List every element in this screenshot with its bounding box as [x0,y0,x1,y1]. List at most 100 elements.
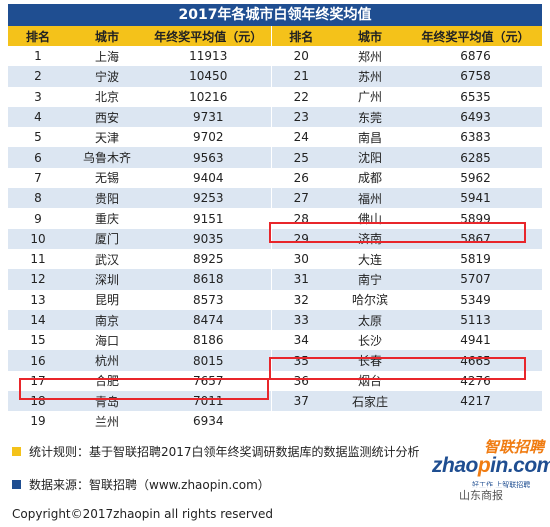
cell-right-rank: 36 [270,370,331,392]
cell-left-rank: 8 [8,188,68,209]
table-row: 18 青岛 7011 37 石家庄 4217 [8,391,542,412]
table-row: 9 重庆 9151 28 佛山 5899 [8,208,542,229]
cell-left-rank: 18 [8,391,68,412]
cell-left-rank: 6 [8,147,68,168]
cell-right-city: 沈阳 [331,147,409,168]
table-row: 3 北京 10216 22 广州 6535 [8,86,542,107]
cell-left-value: 11913 [146,46,271,67]
cell-left-city: 西安 [68,106,146,128]
cell-left-value: 9702 [146,127,271,148]
header-city: 城市 [68,26,146,46]
rule-square-icon [12,447,21,456]
cell-left-city: 武汉 [68,248,146,270]
cell-left-value: 9563 [146,147,271,168]
cell-right-city: 石家庄 [331,391,409,412]
cell-right-city: 广州 [331,86,409,107]
cell-right-city: 太原 [331,309,409,331]
header-value: 年终奖平均值（元） [409,26,542,46]
cell-right-rank: 30 [270,248,331,270]
cell-right-rank: 26 [270,167,331,189]
cell-left-rank: 2 [8,66,68,87]
cell-left-rank: 15 [8,330,68,351]
cell-right-city: 福州 [331,188,409,209]
cell-right-rank: 37 [270,391,331,412]
table-row: 2 宁波 10450 21 苏州 6758 [8,66,542,87]
table-title: 2017年各城市白领年终奖均值 [8,4,542,26]
cell-left-value: 9731 [146,106,271,128]
cell-left-city: 厦门 [68,228,146,249]
source-square-icon [12,480,21,489]
zhaopin-logo: 智联招聘 zhaopin.com 好工作 上智联招聘 [432,434,550,489]
cell-right-city: 南昌 [331,127,409,148]
cell-right-city [331,411,409,432]
cell-left-city: 乌鲁木齐 [68,147,146,168]
cell-right-rank: 23 [270,106,331,128]
table-row: 4 西安 9731 23 东莞 6493 [8,106,542,128]
cell-right-rank: 34 [270,330,331,351]
table-row: 7 无锡 9404 26 成都 5962 [8,167,542,189]
table-row: 16 杭州 8015 35 长春 4665 [8,350,542,371]
logo-cn: 智联招聘 [484,439,545,456]
cell-left-value: 9035 [146,228,271,249]
cell-left-value: 6934 [146,411,271,432]
cell-left-city: 兰州 [68,411,146,432]
cell-right-city: 郑州 [331,46,409,67]
table-row: 5 天津 9702 24 南昌 6383 [8,127,542,148]
cell-left-value: 8474 [146,309,271,331]
cell-left-city: 昆明 [68,289,146,310]
table-row: 1 上海 11913 20 郑州 6876 [8,46,542,67]
cell-right-city: 哈尔滨 [331,289,409,310]
cell-left-rank: 10 [8,228,68,249]
cell-right-city: 苏州 [331,66,409,87]
cell-right-value: 6876 [409,46,542,67]
cell-right-value: 4276 [409,370,542,392]
cell-left-city: 深圳 [68,269,146,290]
cell-right-city: 烟台 [331,370,409,392]
cell-left-rank: 19 [8,411,68,432]
cell-left-value: 9151 [146,208,271,229]
cell-right-city: 南宁 [331,269,409,290]
cell-right-city: 长春 [331,350,409,371]
cell-left-rank: 17 [8,370,68,392]
table-header-row: 排名 城市 年终奖平均值（元） 排名 城市 年终奖平均值（元） [8,26,542,46]
cell-left-city: 宁波 [68,66,146,87]
table-row: 10 厦门 9035 29 济南 5867 [8,228,542,249]
cell-left-city: 杭州 [68,350,146,371]
cell-left-rank: 1 [8,46,68,67]
cell-right-city: 成都 [331,167,409,189]
cell-left-city: 北京 [68,86,146,107]
cell-left-value: 8186 [146,330,271,351]
cell-left-city: 贵阳 [68,188,146,209]
cell-right-rank: 27 [270,188,331,209]
header-value: 年终奖平均值（元） [146,26,271,46]
logo-tagline: 好工作 上智联招聘 [472,481,531,489]
watermark: 山东商报 [455,486,507,504]
cell-right-value: 6535 [409,86,542,107]
cell-right-city: 济南 [331,228,409,249]
cell-left-value: 10216 [146,86,271,107]
header-rank: 排名 [8,26,68,46]
cell-left-rank: 7 [8,167,68,189]
cell-right-value: 5962 [409,167,542,189]
cell-left-rank: 5 [8,127,68,148]
table-row: 19 兰州 6934 [8,411,542,432]
cell-right-value: 5941 [409,188,542,209]
cell-right-rank: 32 [270,289,331,310]
table-row: 12 深圳 8618 31 南宁 5707 [8,269,542,290]
cell-right-rank: 28 [270,208,331,229]
table-row: 13 昆明 8573 32 哈尔滨 5349 [8,289,542,310]
cell-left-rank: 4 [8,106,68,128]
footnote-rule: 统计规则：基于智联招聘2017白领年终奖调研数据库的数据监测统计分析 [12,443,420,460]
cell-right-city: 佛山 [331,208,409,229]
cell-left-city: 天津 [68,127,146,148]
cell-left-rank: 14 [8,309,68,331]
cell-left-city: 重庆 [68,208,146,229]
cell-left-rank: 11 [8,248,68,270]
cell-right-rank: 21 [270,66,331,87]
cell-right-rank [270,411,331,432]
cell-left-value: 10450 [146,66,271,87]
cell-right-value: 6493 [409,106,542,128]
cell-right-city: 长沙 [331,330,409,351]
cell-right-rank: 35 [270,350,331,371]
header-city: 城市 [331,26,409,46]
